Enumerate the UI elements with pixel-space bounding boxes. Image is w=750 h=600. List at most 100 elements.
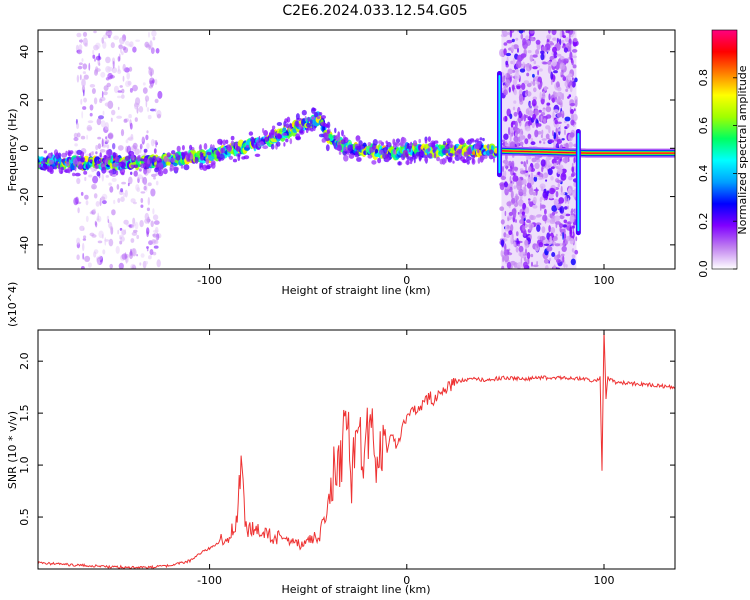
spectrogram-frame bbox=[37, 29, 676, 270]
ridge-halo bbox=[87, 159, 93, 163]
noise-speck bbox=[108, 238, 114, 247]
vertical-feature-core bbox=[577, 132, 580, 232]
snr-plot-area bbox=[38, 330, 675, 569]
ridge-halo bbox=[263, 130, 268, 137]
noise-speck bbox=[120, 196, 125, 202]
ridge-halo bbox=[436, 156, 441, 162]
noise-speck bbox=[524, 184, 527, 187]
noise-speck bbox=[547, 60, 552, 65]
noise-speck bbox=[151, 173, 157, 178]
ridge-halo bbox=[325, 144, 330, 152]
snr-ylabel: SNR (10 * v/v) bbox=[6, 411, 19, 489]
ridge-halo bbox=[130, 164, 134, 168]
noise-speck bbox=[152, 233, 157, 238]
noise-speck bbox=[536, 81, 541, 85]
spectrogram-xtick-label: 0 bbox=[403, 274, 410, 287]
ridge-halo bbox=[133, 170, 138, 177]
noise-speck bbox=[107, 219, 110, 224]
noise-speck bbox=[567, 205, 569, 210]
noise-speck bbox=[530, 172, 534, 179]
noise-speck bbox=[553, 198, 559, 206]
noise-speck bbox=[83, 89, 85, 97]
noise-speck bbox=[84, 194, 89, 200]
ridge-halo bbox=[398, 161, 401, 166]
ridge-halo bbox=[354, 153, 360, 158]
noise-speck bbox=[512, 79, 518, 86]
noise-speck bbox=[517, 243, 520, 247]
noise-speck bbox=[119, 37, 125, 45]
ridge-halo bbox=[157, 169, 164, 177]
snr-line-layer bbox=[38, 330, 675, 569]
noise-speck bbox=[555, 233, 558, 237]
noise-speck bbox=[82, 71, 86, 75]
noise-speck bbox=[86, 124, 93, 132]
noise-speck bbox=[563, 219, 568, 224]
noise-speck bbox=[536, 242, 539, 249]
noise-speck bbox=[533, 176, 538, 182]
noise-speck bbox=[540, 53, 545, 61]
ridge-halo bbox=[200, 155, 205, 161]
ridge-halo bbox=[170, 157, 176, 163]
ridge-halo bbox=[154, 167, 159, 173]
ridge-halo bbox=[454, 144, 457, 152]
ridge-halo bbox=[342, 150, 348, 156]
noise-speck bbox=[570, 258, 576, 266]
noise-speck bbox=[99, 98, 103, 104]
noise-speck bbox=[128, 66, 133, 72]
ridge-halo bbox=[282, 132, 288, 136]
noise-speck bbox=[124, 40, 130, 46]
noise-speck bbox=[149, 249, 154, 256]
noise-speck bbox=[556, 167, 563, 175]
noise-speck bbox=[530, 141, 536, 146]
colorbar-tick-label: 0.4 bbox=[697, 165, 710, 183]
ridge-halo bbox=[186, 158, 191, 162]
noise-speck bbox=[543, 141, 546, 145]
ridge-halo bbox=[355, 135, 361, 142]
ridge-halo bbox=[480, 155, 484, 163]
noise-speck bbox=[534, 129, 539, 138]
noise-speck bbox=[101, 90, 104, 99]
noise-speck bbox=[575, 236, 578, 242]
noise-speck bbox=[136, 187, 141, 193]
noise-speck bbox=[548, 30, 551, 34]
ridge-halo bbox=[466, 159, 470, 165]
ridge-halo bbox=[225, 139, 229, 144]
noise-speck bbox=[128, 176, 133, 185]
noise-speck bbox=[147, 114, 152, 120]
ridge-halo bbox=[176, 145, 181, 152]
noise-speck bbox=[134, 148, 140, 155]
ridge-halo bbox=[180, 164, 184, 169]
ridge-halo bbox=[47, 152, 53, 159]
noise-speck bbox=[81, 58, 84, 62]
noise-speck bbox=[572, 77, 574, 81]
ridge-halo bbox=[338, 151, 342, 155]
ridge-halo bbox=[301, 109, 307, 116]
ridge-halo bbox=[412, 140, 418, 147]
ridge-halo bbox=[343, 154, 349, 162]
noise-speck bbox=[83, 235, 87, 239]
ridge-halo bbox=[67, 167, 71, 174]
ridge-halo bbox=[43, 150, 48, 154]
ridge-halo bbox=[65, 150, 68, 156]
noise-speck bbox=[549, 163, 553, 167]
ridge-halo bbox=[322, 122, 328, 127]
noise-speck bbox=[549, 235, 552, 244]
noise-speck bbox=[139, 262, 142, 266]
ridge-halo bbox=[271, 128, 275, 135]
noise-speck bbox=[526, 182, 532, 189]
noise-speck bbox=[552, 130, 554, 137]
noise-speck bbox=[503, 42, 508, 46]
noise-speck bbox=[524, 138, 529, 145]
ridge-halo bbox=[163, 168, 168, 175]
noise-speck bbox=[78, 44, 83, 52]
noise-speck bbox=[504, 170, 507, 177]
noise-speck bbox=[503, 133, 509, 140]
ridge-halo bbox=[367, 154, 373, 159]
noise-speck bbox=[524, 214, 527, 218]
noise-speck bbox=[532, 205, 538, 209]
noise-speck bbox=[106, 144, 110, 149]
noise-speck bbox=[533, 60, 537, 65]
noise-speck bbox=[79, 225, 85, 231]
noise-speck bbox=[572, 30, 576, 35]
noise-speck bbox=[112, 143, 116, 150]
